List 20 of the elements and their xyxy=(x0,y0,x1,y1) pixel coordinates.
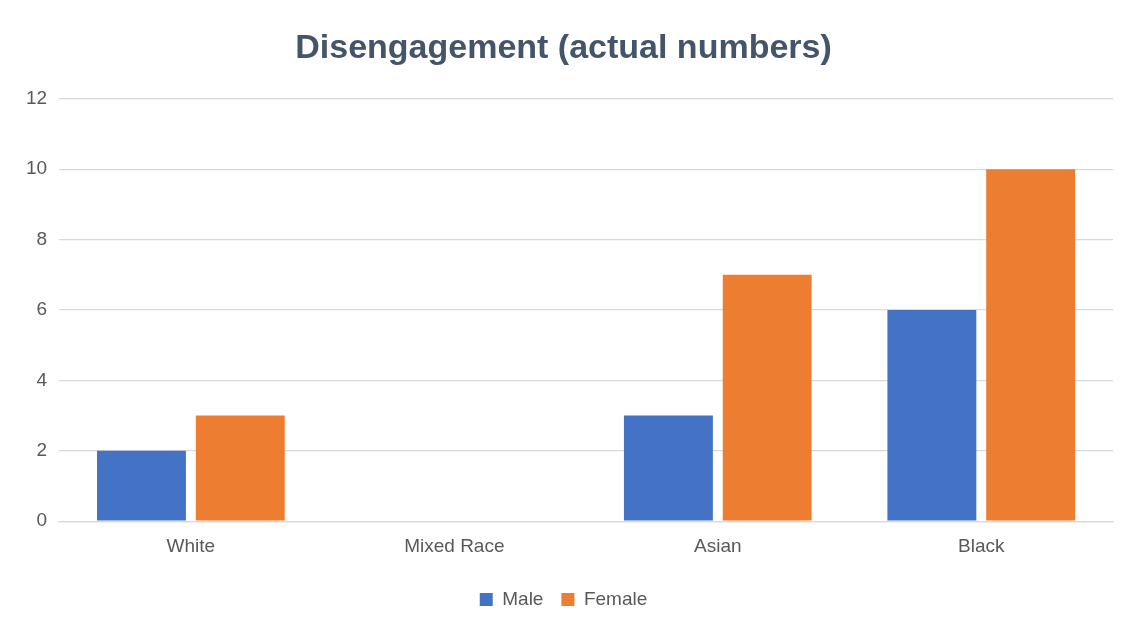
legend-label: Male xyxy=(502,587,544,609)
y-tick-label: 6 xyxy=(36,298,48,320)
bar xyxy=(986,169,1076,521)
bar xyxy=(195,415,285,521)
y-tick-label: 8 xyxy=(36,227,48,249)
x-tick-label: Black xyxy=(958,534,1005,556)
bar xyxy=(887,310,977,521)
bar xyxy=(97,450,186,521)
legend-label: Female xyxy=(583,587,648,609)
y-tick-label: 4 xyxy=(36,368,48,390)
bar xyxy=(722,274,812,521)
chart-title: Disengagement (actual numbers) xyxy=(295,26,832,65)
bar xyxy=(623,415,713,521)
y-tick-label: 12 xyxy=(25,87,48,109)
x-tick-label: Asian xyxy=(694,534,742,556)
y-tick-label: 10 xyxy=(25,157,48,179)
x-tick-label: Mixed Race xyxy=(404,534,505,556)
y-tick-label: 0 xyxy=(36,509,48,531)
x-tick-label: White xyxy=(166,534,216,556)
y-tick-label: 2 xyxy=(36,439,48,461)
